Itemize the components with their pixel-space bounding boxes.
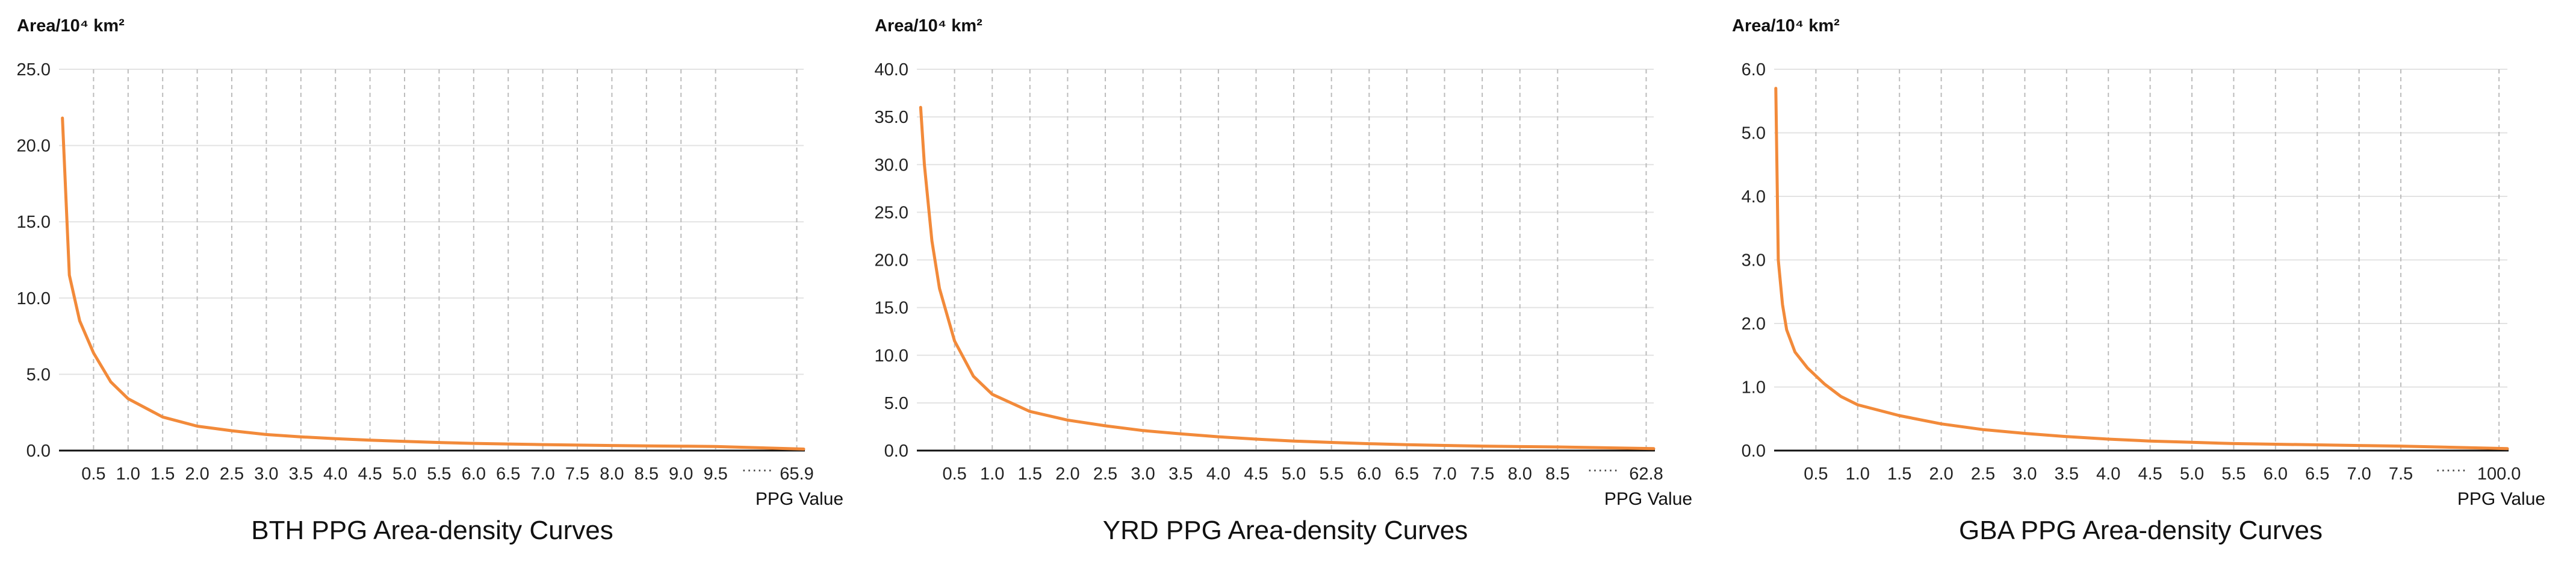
x-tick-label: 2.0 xyxy=(1055,464,1079,484)
x-tick-label: 6.5 xyxy=(496,464,520,484)
y-tick-label: 0.0 xyxy=(884,442,908,461)
y-tick-label: 15.0 xyxy=(17,213,51,232)
x-tick-label: 7.0 xyxy=(2347,464,2371,484)
x-tick-label: 5.5 xyxy=(427,464,451,484)
x-tick-label: 7.5 xyxy=(2389,464,2413,484)
y-tick-label: 5.0 xyxy=(884,394,908,413)
y-tick-label: 6.0 xyxy=(1742,60,1766,80)
y-tick-label: 5.0 xyxy=(1742,124,1766,143)
x-tick-label: 2.5 xyxy=(220,464,244,484)
y-tick-label: 10.0 xyxy=(17,289,51,308)
x-tick-label: 0.5 xyxy=(1804,464,1828,484)
x-tick-label: 4.0 xyxy=(2096,464,2120,484)
x-tick-label: 1.5 xyxy=(151,464,175,484)
x-tick-label: 6.0 xyxy=(1357,464,1381,484)
x-tick-label: 6.0 xyxy=(462,464,486,484)
x-tick-label: 7.0 xyxy=(1432,464,1456,484)
x-axis-label: PPG Value xyxy=(2457,489,2545,509)
y-axis-label: Area/10⁴ km² xyxy=(17,16,125,36)
x-tick-label: 1.5 xyxy=(1887,464,1911,484)
x-tick-label: 100.0 xyxy=(2477,464,2521,484)
x-ellipsis: ······ xyxy=(742,460,773,478)
y-axis-label: Area/10⁴ km² xyxy=(1732,16,1840,36)
x-axis-label: PPG Value xyxy=(756,489,843,509)
y-tick-label: 20.0 xyxy=(17,137,51,156)
x-tick-label: 4.0 xyxy=(1206,464,1231,484)
chart-title: BTH PPG Area-density Curves xyxy=(251,516,613,545)
y-tick-label: 5.0 xyxy=(26,365,51,384)
x-tick-label: 8.5 xyxy=(1545,464,1569,484)
series-line xyxy=(1774,87,2509,451)
y-tick-label: 2.0 xyxy=(1742,314,1766,334)
x-ellipsis: ······ xyxy=(2435,460,2466,478)
x-tick-label: 3.5 xyxy=(2055,464,2079,484)
chart-panel-2: 0.0 5.0 10.0 15.0 20.0 25.0 30.0 35.0 40.0 0.5 1.0… xyxy=(875,16,1693,545)
y-tick-label: 1.0 xyxy=(1742,378,1766,398)
y-tick-label: 35.0 xyxy=(875,108,908,127)
x-tick-label: 7.5 xyxy=(565,464,589,484)
x-tick-label: 1.0 xyxy=(980,464,1004,484)
x-tick-label: 8.5 xyxy=(635,464,659,484)
x-tick-label: 4.0 xyxy=(323,464,347,484)
x-tick-label: 9.0 xyxy=(669,464,693,484)
x-tick-label: 3.0 xyxy=(2013,464,2037,484)
x-tick-label: 4.5 xyxy=(1244,464,1268,484)
x-tick-label: 3.0 xyxy=(254,464,278,484)
x-ellipsis: ······ xyxy=(1587,460,1619,478)
x-tick-label: 3.5 xyxy=(289,464,313,484)
x-tick-label: 7.5 xyxy=(1470,464,1494,484)
x-tick-label: 0.5 xyxy=(81,464,105,484)
y-tick-label: 15.0 xyxy=(875,299,908,318)
x-tick-label: 8.0 xyxy=(600,464,624,484)
y-tick-label: 30.0 xyxy=(875,155,908,175)
x-tick-label: 5.0 xyxy=(2180,464,2204,484)
y-tick-label: 3.0 xyxy=(1742,251,1766,270)
x-tick-label: 2.5 xyxy=(1971,464,1995,484)
chart-title: GBA PPG Area-density Curves xyxy=(1959,516,2323,545)
y-tick-label: 40.0 xyxy=(875,60,908,80)
x-tick-label: 2.5 xyxy=(1093,464,1117,484)
y-axis-label: Area/10⁴ km² xyxy=(875,16,982,36)
x-tick-label: 1.0 xyxy=(1846,464,1870,484)
y-tick-label: 25.0 xyxy=(17,60,51,80)
x-tick-label: 1.5 xyxy=(1018,464,1042,484)
x-tick-label: 65.9 xyxy=(780,464,813,484)
chart-title: YRD PPG Area-density Curves xyxy=(1103,516,1468,545)
y-tick-label: 10.0 xyxy=(875,346,908,366)
x-tick-label: 3.5 xyxy=(1169,464,1193,484)
x-tick-label: 6.5 xyxy=(2305,464,2329,484)
x-tick-label: 4.5 xyxy=(2138,464,2162,484)
series-line xyxy=(919,105,1656,451)
x-tick-label: 2.0 xyxy=(1929,464,1953,484)
x-tick-label: 7.0 xyxy=(530,464,554,484)
x-axis-label: PPG Value xyxy=(1604,489,1692,509)
x-tick-label: 1.0 xyxy=(116,464,140,484)
x-tick-label: 6.0 xyxy=(2264,464,2288,484)
x-tick-label: 6.5 xyxy=(1395,464,1419,484)
x-tick-label: 8.0 xyxy=(1508,464,1532,484)
x-tick-label: 5.0 xyxy=(393,464,417,484)
y-tick-label: 25.0 xyxy=(875,203,908,222)
chart-panel-3: 0.0 1.0 2.0 3.0 4.0 5.0 6.0 0.5 1.0 1.5 2.0 2.5 3.0 3… xyxy=(1732,16,2545,545)
x-tick-label: 3.0 xyxy=(1131,464,1155,484)
y-tick-label: 0.0 xyxy=(26,442,51,461)
y-tick-label: 0.0 xyxy=(1742,442,1766,461)
x-tick-label: 4.5 xyxy=(358,464,382,484)
series-line xyxy=(61,116,805,451)
x-tick-label: 5.5 xyxy=(1320,464,1344,484)
x-tick-label: 5.0 xyxy=(1282,464,1306,484)
x-tick-label: 2.0 xyxy=(185,464,209,484)
x-tick-label: 62.8 xyxy=(1629,464,1663,484)
y-tick-label: 4.0 xyxy=(1742,187,1766,207)
y-tick-label: 20.0 xyxy=(875,251,908,270)
x-tick-label: 0.5 xyxy=(942,464,966,484)
chart-panel-1: 0.0 5.0 10.0 15.0 20.0 25.0 0.5 1.0 1.5 2.0 2.5 3.0… xyxy=(17,16,844,545)
x-tick-label: 9.5 xyxy=(703,464,727,484)
x-tick-label: 5.5 xyxy=(2221,464,2245,484)
